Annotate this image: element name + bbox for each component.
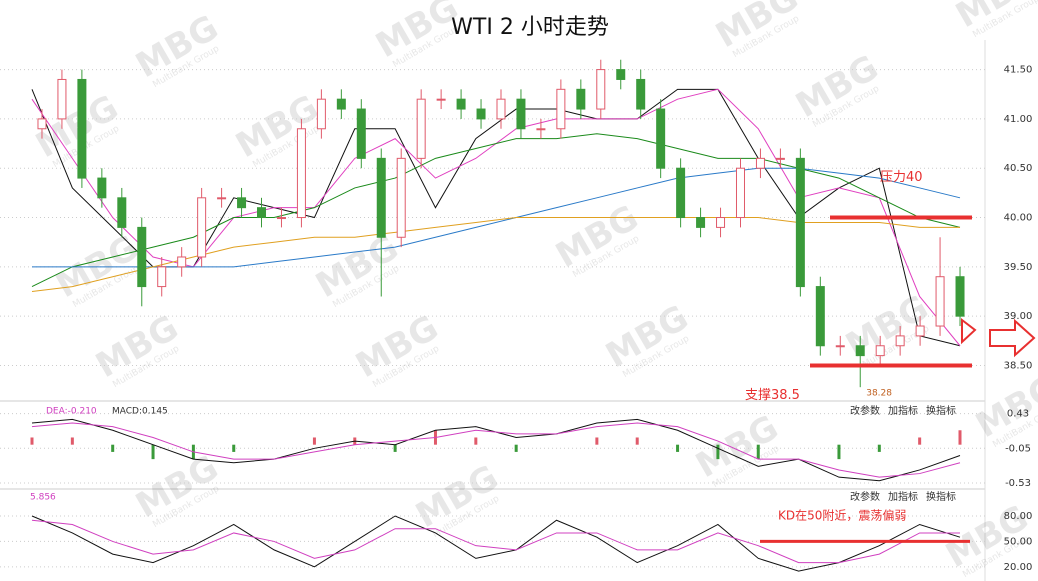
candle-body [875, 345, 885, 357]
candle-body [396, 157, 406, 238]
candle-body [356, 108, 366, 159]
candle-body [436, 98, 446, 101]
candle-body [536, 128, 546, 131]
indicator-line [31, 515, 961, 572]
candle-body [296, 128, 306, 219]
ma-line [31, 133, 961, 288]
candle-body [716, 217, 726, 228]
candle-body [276, 217, 286, 220]
candle-body [935, 276, 945, 327]
y-tick-label: 80.00 [1004, 511, 1033, 522]
indicator-button[interactable]: 改参数 [850, 404, 880, 417]
y-tick-label: 40.00 [1004, 213, 1033, 224]
y-tick-label: 41.00 [1004, 114, 1033, 125]
candle-body [197, 197, 207, 258]
y-tick-label: 39.00 [1004, 311, 1033, 322]
candle-body [496, 98, 506, 120]
candle-body [855, 345, 865, 357]
y-tick-label: 41.50 [1004, 65, 1033, 76]
y-tick-label: -0.53 [1005, 478, 1031, 489]
indicator-button[interactable]: 加指标 [888, 404, 918, 417]
y-tick-label: -0.05 [1005, 443, 1031, 454]
candle-body [556, 88, 566, 130]
indicator-header: DEA:-0.210 [46, 407, 97, 417]
candle-body [955, 276, 965, 317]
candle-body [57, 78, 67, 120]
candle-body [456, 98, 466, 110]
indicator-header: MACD:0.145 [112, 407, 168, 417]
candle-body [895, 335, 905, 347]
candle-body [735, 167, 745, 219]
candle-body [755, 157, 765, 169]
annotation: KD在50附近，震荡偏弱 [778, 508, 906, 523]
indicator-button[interactable]: 换指标 [926, 404, 956, 417]
low-label: 38.28 [866, 389, 892, 399]
candle-body [795, 157, 805, 288]
candle-body [915, 325, 925, 337]
candle-body [177, 256, 187, 268]
indicator-line [31, 422, 961, 478]
candle-body [616, 69, 626, 80]
indicator-header: 5.856 [30, 493, 56, 503]
y-tick-label: 40.50 [1004, 163, 1033, 174]
candle-body [696, 217, 706, 228]
candle-body [37, 118, 47, 130]
candle-body [576, 88, 586, 110]
candle-body [815, 286, 825, 347]
y-tick-label: 50.00 [1004, 536, 1033, 547]
candle-body [137, 226, 147, 288]
candle-body [516, 98, 526, 130]
candle-body [336, 98, 346, 110]
candle-body [596, 69, 606, 110]
indicator-button[interactable]: 换指标 [926, 490, 956, 503]
candle-body [217, 197, 227, 200]
candle-body [77, 78, 87, 179]
candle-body [676, 167, 686, 219]
candle-body [416, 98, 426, 159]
candle-body [636, 78, 646, 110]
arrow [989, 318, 1036, 358]
candle-body [257, 207, 267, 219]
candle-body [237, 197, 247, 209]
candle-body [775, 157, 785, 160]
level-label: 支撑38.5 [745, 388, 800, 403]
arrow [961, 317, 977, 345]
candle-body [97, 177, 107, 199]
y-tick-label: 38.50 [1004, 360, 1033, 371]
candle-body [157, 266, 167, 288]
indicator-button[interactable]: 改参数 [850, 490, 880, 503]
candle-body [835, 345, 845, 348]
y-tick-label: 20.00 [1004, 562, 1033, 573]
candle-body [476, 108, 486, 120]
indicator-line [31, 519, 960, 564]
candle-body [316, 98, 326, 130]
ma-line [31, 217, 960, 293]
candle-body [376, 157, 386, 238]
candle-body [656, 108, 666, 169]
y-tick-label: 39.50 [1004, 262, 1033, 273]
chart-title: WTI 2 小时走势 [451, 15, 609, 40]
ma-line [32, 167, 961, 268]
y-tick-label: 0.43 [1007, 409, 1029, 420]
candle-body [117, 197, 127, 228]
level-label: 压力40 [880, 170, 923, 185]
indicator-button[interactable]: 加指标 [888, 490, 918, 503]
